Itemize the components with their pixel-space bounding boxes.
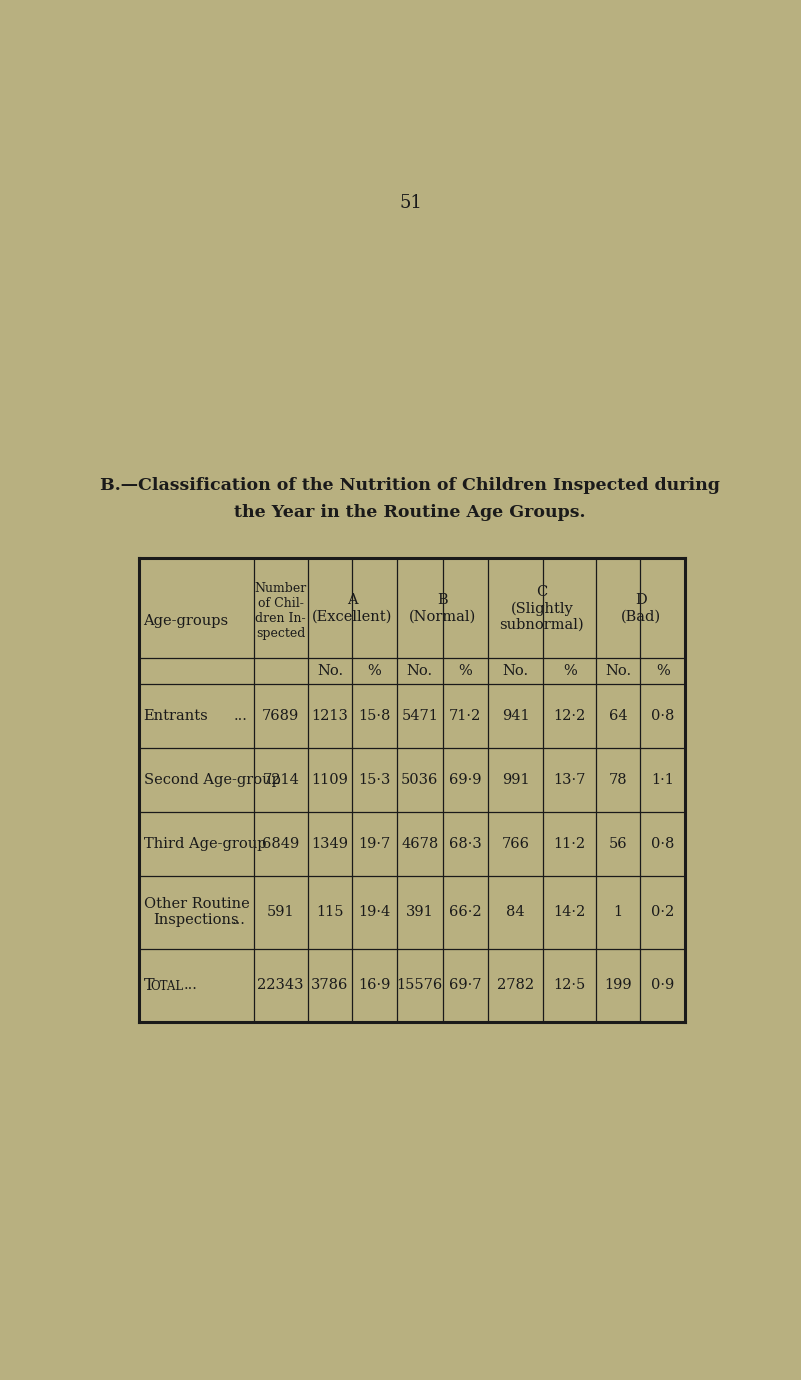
Text: No.: No.: [407, 664, 433, 678]
Text: 115: 115: [316, 905, 344, 919]
Text: 68·3: 68·3: [449, 836, 481, 850]
Text: %: %: [563, 664, 577, 678]
Text: 2782: 2782: [497, 978, 534, 992]
Text: 11·2: 11·2: [553, 836, 586, 850]
Text: No.: No.: [605, 664, 631, 678]
Text: 19·4: 19·4: [358, 905, 391, 919]
Text: No.: No.: [317, 664, 343, 678]
Text: 7214: 7214: [262, 773, 299, 787]
Text: 66·2: 66·2: [449, 905, 481, 919]
Text: No.: No.: [502, 664, 529, 678]
Text: 4678: 4678: [401, 836, 438, 850]
Text: 1·1: 1·1: [651, 773, 674, 787]
Text: 15576: 15576: [396, 978, 443, 992]
Text: Second Age-group: Second Age-group: [143, 773, 280, 787]
Text: T: T: [143, 977, 154, 994]
Text: ...: ...: [183, 978, 198, 992]
Text: Other Routine: Other Routine: [143, 897, 249, 911]
Text: 591: 591: [267, 905, 295, 919]
Text: C
(Slightly
subnormal): C (Slightly subnormal): [500, 585, 584, 632]
Text: ...: ...: [232, 912, 246, 927]
Text: Number
of Chil-
dren In-
spected: Number of Chil- dren In- spected: [255, 581, 307, 640]
Text: 0·2: 0·2: [651, 905, 674, 919]
Text: the Year in the Routine Age Groups.: the Year in the Routine Age Groups.: [235, 504, 586, 520]
Text: 941: 941: [501, 709, 529, 723]
Text: 12·2: 12·2: [553, 709, 586, 723]
Text: %: %: [458, 664, 472, 678]
Text: 391: 391: [406, 905, 433, 919]
Text: Inspections: Inspections: [153, 912, 239, 927]
Text: 71·2: 71·2: [449, 709, 481, 723]
Text: 16·9: 16·9: [358, 978, 391, 992]
Text: Entrants: Entrants: [143, 709, 208, 723]
Text: D
(Bad): D (Bad): [621, 593, 661, 624]
Text: 0·8: 0·8: [651, 836, 674, 850]
Text: OTAL: OTAL: [151, 980, 183, 992]
Text: 84: 84: [506, 905, 525, 919]
Text: Age-groups: Age-groups: [143, 614, 228, 628]
Text: 3786: 3786: [312, 978, 348, 992]
Text: B.—Classification of the Nutrition of Children Inspected during: B.—Classification of the Nutrition of Ch…: [100, 476, 720, 494]
Text: 69·7: 69·7: [449, 978, 481, 992]
Text: 15·8: 15·8: [358, 709, 391, 723]
Text: 13·7: 13·7: [553, 773, 586, 787]
Text: 14·2: 14·2: [553, 905, 586, 919]
Text: 64: 64: [609, 709, 627, 723]
Text: 199: 199: [605, 978, 632, 992]
Text: A
(Excellent): A (Excellent): [312, 593, 392, 624]
Text: ...: ...: [234, 709, 248, 723]
Text: 69·9: 69·9: [449, 773, 481, 787]
Text: 7689: 7689: [262, 709, 300, 723]
Text: 12·5: 12·5: [553, 978, 586, 992]
Text: %: %: [368, 664, 381, 678]
Text: 1: 1: [614, 905, 622, 919]
Text: 991: 991: [501, 773, 529, 787]
Text: 5471: 5471: [401, 709, 438, 723]
Text: 78: 78: [609, 773, 627, 787]
Text: 6849: 6849: [262, 836, 300, 850]
Text: 56: 56: [609, 836, 627, 850]
Text: 1109: 1109: [312, 773, 348, 787]
Text: 766: 766: [501, 836, 529, 850]
Text: B
(Normal): B (Normal): [409, 593, 476, 624]
Text: 1349: 1349: [312, 836, 348, 850]
Text: 0·9: 0·9: [651, 978, 674, 992]
Text: Third Age-group: Third Age-group: [143, 836, 266, 850]
Text: 19·7: 19·7: [358, 836, 391, 850]
Text: 5036: 5036: [401, 773, 438, 787]
Text: 15·3: 15·3: [358, 773, 391, 787]
Text: %: %: [656, 664, 670, 678]
Text: 0·8: 0·8: [651, 709, 674, 723]
Text: 22343: 22343: [257, 978, 304, 992]
Text: 51: 51: [400, 193, 422, 211]
Text: 1213: 1213: [312, 709, 348, 723]
